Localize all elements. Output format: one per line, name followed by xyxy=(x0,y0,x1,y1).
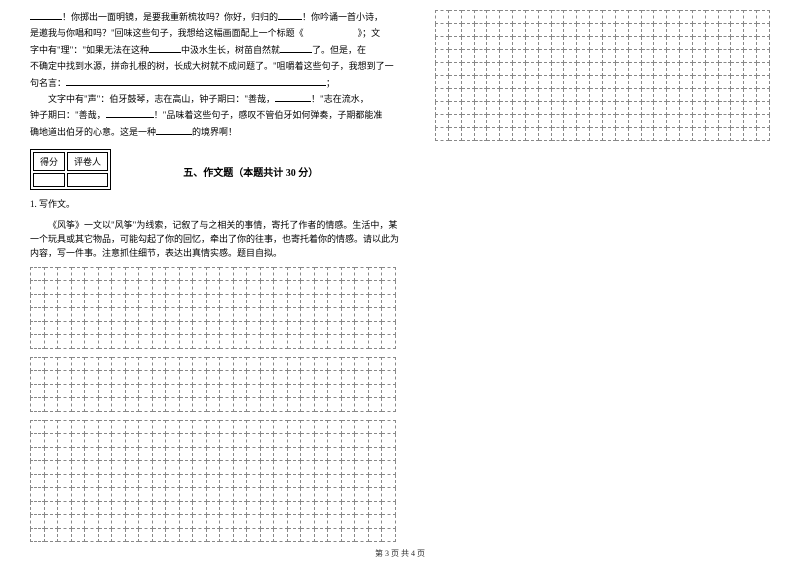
text: 了。但是，在 xyxy=(312,45,366,55)
writing-grid-block-2[interactable] xyxy=(30,357,400,412)
blank-fill[interactable] xyxy=(275,92,311,102)
score-section: 得分 评卷人 五、作文题（本题共计 30 分） xyxy=(30,141,400,197)
passage-paragraph: 文字中有"声"：伯牙鼓琴，志在高山，钟子期曰："善哉， ！"志在流水， xyxy=(30,92,400,106)
passage-paragraph: 钟子期曰："善哉， ！"品味着这些句子，感叹不管伯牙如何弹奏，子期都能准 xyxy=(30,108,400,122)
score-cell[interactable] xyxy=(33,173,65,187)
text: ！你吟诵一首小诗， xyxy=(302,12,383,22)
text: 句名言： xyxy=(30,78,66,88)
passage-paragraph: 确地道出伯牙的心意。这是一种 的境界啊！ xyxy=(30,125,400,139)
text: ； xyxy=(326,78,335,88)
section-title: 五、作文题（本题共计 30 分） xyxy=(183,168,318,179)
writing-grid-block-3[interactable] xyxy=(30,420,400,543)
left-column: ！你掷出一面明镜，是要我重新梳妆吗？你好，归归的 ！你吟诵一首小诗， 是邀我与你唱… xyxy=(30,10,400,550)
right-column xyxy=(435,10,770,149)
blank-fill[interactable] xyxy=(156,125,192,135)
blank-fill[interactable] xyxy=(149,43,181,53)
text: 钟子期曰："善哉， xyxy=(30,110,106,120)
writing-grid-block-1[interactable] xyxy=(30,267,400,349)
text: 确地道出伯牙的心意。这是一种 xyxy=(30,127,156,137)
text: ！你掷出一面明镜，是要我重新梳妆吗？你好，归归的 xyxy=(62,12,278,22)
text: ！"品味着这些句子，感叹不管伯牙如何弹奏，子期都能准 xyxy=(154,110,383,120)
grader-cell[interactable] xyxy=(67,173,108,187)
text: 中汲水生长，树苗自然就 xyxy=(181,45,280,55)
score-header: 得分 xyxy=(33,152,65,171)
passage-paragraph: 句名言： ； xyxy=(30,76,400,90)
blank-fill[interactable] xyxy=(106,108,154,118)
question-number: 1. 写作文。 xyxy=(30,197,400,211)
page-footer: 第 3 页 共 4 页 xyxy=(0,548,800,559)
text: ！"志在流水， xyxy=(311,94,369,104)
text: 的境界啊！ xyxy=(192,127,237,137)
blank-fill[interactable] xyxy=(280,43,312,53)
passage-paragraph: 字中有"理"："如果无法在这种 中汲水生长，树苗自然就 了。但是，在 xyxy=(30,43,400,57)
passage-paragraph: 是邀我与你唱和吗？"回味这些句子，我想给这幅画面配上一个标题《 》；文 xyxy=(30,26,400,40)
text: 文字中有"声"：伯牙鼓琴，志在高山，钟子期曰："善哉， xyxy=(48,94,275,104)
text: 不确定中找到水源，拼命扎根的树，长成大树就不成问题了。"咀嚼着这些句子，我想到了… xyxy=(30,61,394,71)
blank-fill[interactable] xyxy=(30,10,62,20)
writing-grid-right[interactable] xyxy=(435,10,770,141)
blank-fill[interactable] xyxy=(278,10,302,20)
grader-header: 评卷人 xyxy=(67,152,108,171)
essay-prompt: 《风筝》一文以"风筝"为线索，记叙了与之相关的事情，寄托了作者的情感。生活中，某… xyxy=(30,218,400,261)
passage-paragraph: ！你掷出一面明镜，是要我重新梳妆吗？你好，归归的 ！你吟诵一首小诗， xyxy=(30,10,400,24)
text: 字中有"理"："如果无法在这种 xyxy=(30,45,149,55)
blank-fill[interactable] xyxy=(66,76,326,86)
passage-paragraph: 不确定中找到水源，拼命扎根的树，长成大树就不成问题了。"咀嚼着这些句子，我想到了… xyxy=(30,59,400,73)
score-table: 得分 评卷人 xyxy=(30,149,111,190)
text: 是邀我与你唱和吗？"回味这些句子，我想给这幅画面配上一个标题《 》；文 xyxy=(30,28,380,38)
